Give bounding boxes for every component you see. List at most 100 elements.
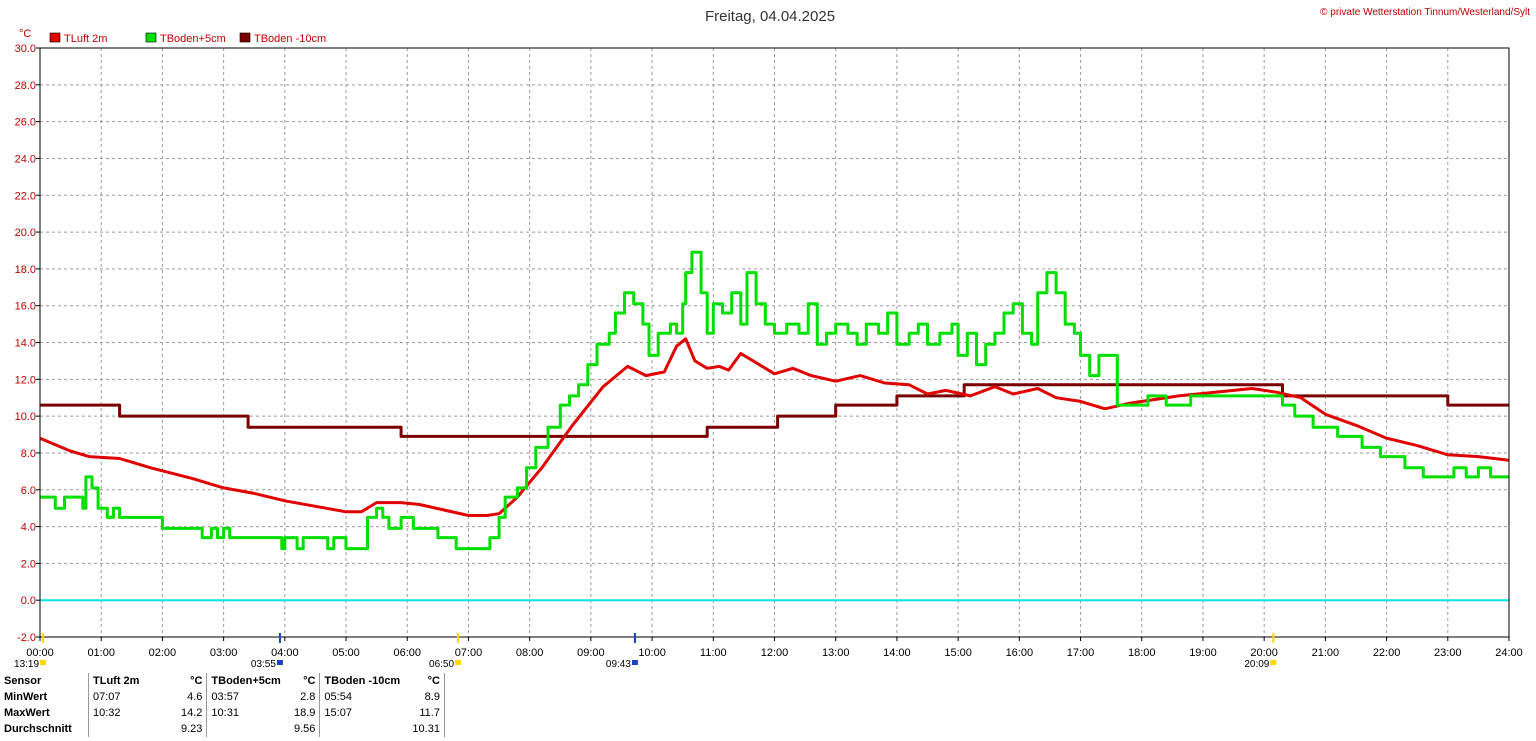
stats-row-label: MinWert xyxy=(0,689,89,705)
stats-cell: 05:54 xyxy=(324,691,352,703)
stats-cell xyxy=(89,721,178,737)
x-tick-label: 11:00 xyxy=(700,647,727,659)
y-tick-label: 24.0 xyxy=(15,153,36,165)
y-axis-unit: °C xyxy=(19,28,31,40)
time-marker-icon xyxy=(40,660,47,665)
x-tick-label: 02:00 xyxy=(149,647,177,659)
stats-header-unit: °C xyxy=(408,673,445,689)
series-line-tboden-10cm xyxy=(40,383,1509,438)
y-tick-label: 8.0 xyxy=(21,448,36,460)
stats-table: Sensor TLuft 2m °C TBoden+5cm °C TBoden … xyxy=(0,673,445,737)
stats-cell: 9.23 xyxy=(177,721,208,737)
time-marker-label: 13:19 xyxy=(14,659,39,670)
y-tick-label: 16.0 xyxy=(15,301,36,313)
x-tick-label: 00:00 xyxy=(26,647,54,659)
y-tick-label: 20.0 xyxy=(15,227,36,239)
x-tick-label: 23:00 xyxy=(1434,647,1462,659)
x-tick-label: 19:00 xyxy=(1189,647,1217,659)
x-tick-label: 01:00 xyxy=(87,647,115,659)
legend-label: TBoden -10cm xyxy=(254,33,326,45)
grid xyxy=(36,47,1510,641)
x-tick-label: 06:00 xyxy=(393,647,421,659)
series-lines xyxy=(39,250,1510,602)
time-markers: 13:19 03:55 06:50 09:43 20:09 xyxy=(14,633,1277,670)
chart-title: Freitag, 04.04.2025 xyxy=(705,8,835,25)
x-tick-label: 15:00 xyxy=(944,647,972,659)
temperature-chart: Freitag, 04.04.2025 © private Wetterstat… xyxy=(14,7,1530,670)
stats-header-sensor: Sensor xyxy=(0,673,89,689)
stats-cell: 4.6 xyxy=(177,689,208,705)
x-tick-label: 05:00 xyxy=(332,647,360,659)
x-tick-label: 16:00 xyxy=(1006,647,1034,659)
x-tick-label: 21:00 xyxy=(1312,647,1340,659)
y-tick-label: 22.0 xyxy=(15,190,36,202)
stats-header-tluft: TLuft 2m xyxy=(93,675,140,687)
x-tick-label: 03:00 xyxy=(210,647,238,659)
y-tick-label: 4.0 xyxy=(21,522,36,534)
stats-header-tboden5: TBoden+5cm xyxy=(211,675,281,687)
x-tick-label: 09:00 xyxy=(577,647,605,659)
y-axis-ticks: 30.0 28.0 26.0 24.0 22.0 20.0 18.0 16.0 14.0 12.0… xyxy=(15,43,36,644)
x-tick-label: 12:00 xyxy=(761,647,789,659)
stats-header-tboden10: TBoden -10cm xyxy=(324,675,401,687)
stats-cell: 11.7 xyxy=(408,705,445,721)
stats-cell: 10:32 xyxy=(93,707,121,719)
legend-label: TLuft 2m xyxy=(64,33,107,45)
series-line-tboden-5cm xyxy=(40,250,1509,551)
y-tick-label: 6.0 xyxy=(21,485,36,497)
stats-cell: 07:07 xyxy=(93,691,121,703)
stats-cell: 18.9 xyxy=(287,705,321,721)
y-tick-label: 14.0 xyxy=(15,338,36,350)
y-tick-label: 0.0 xyxy=(21,595,36,607)
x-tick-label: 04:00 xyxy=(271,647,299,659)
stats-header-row: Sensor TLuft 2m °C TBoden+5cm °C TBoden … xyxy=(0,673,445,689)
x-tick-label: 10:00 xyxy=(638,647,666,659)
x-tick-label: 24:00 xyxy=(1495,647,1523,659)
time-marker-icon xyxy=(1270,660,1277,665)
legend-swatch xyxy=(145,32,157,43)
time-marker-label: 03:55 xyxy=(251,659,276,670)
stats-row-avg: Durchschnitt 9.23 9.56 10.31 xyxy=(0,721,445,737)
x-tick-label: 20:00 xyxy=(1250,647,1278,659)
time-marker-label: 09:43 xyxy=(606,659,631,670)
y-tick-label: -2.0 xyxy=(17,632,36,644)
time-marker-icon xyxy=(631,660,638,665)
legend: TLuft 2m TBoden+5cm TBoden -10cm xyxy=(49,32,326,45)
time-marker-label: 20:09 xyxy=(1244,659,1269,670)
x-axis-ticks: 00:00 01:00 02:00 03:00 04:00 05:00 06:00 07:00… xyxy=(26,647,1523,659)
stats-cell: 2.8 xyxy=(287,689,321,705)
time-marker-label: 06:50 xyxy=(429,659,454,670)
y-tick-label: 26.0 xyxy=(15,117,36,129)
x-tick-label: 07:00 xyxy=(455,647,483,659)
stats-cell: 03:57 xyxy=(211,691,239,703)
y-tick-label: 2.0 xyxy=(21,558,36,570)
stats-row-label: MaxWert xyxy=(0,705,89,721)
legend-swatch xyxy=(49,32,61,43)
y-tick-label: 12.0 xyxy=(15,374,36,386)
stats-cell: 9.56 xyxy=(287,721,321,737)
stats-cell: 8.9 xyxy=(408,689,445,705)
x-tick-label: 14:00 xyxy=(883,647,911,659)
series-line-tluft-2m xyxy=(39,337,1510,517)
stats-cell xyxy=(207,721,288,737)
copyright-label: © private Wetterstation Tinnum/Westerlan… xyxy=(1320,7,1530,18)
stats-cell xyxy=(320,721,409,737)
y-tick-label: 30.0 xyxy=(15,43,36,55)
stats-row-max: MaxWert 10:32 14.2 10:31 18.9 15:07 11.7 xyxy=(0,705,445,721)
stats-cell: 10:31 xyxy=(211,707,239,719)
time-marker-icon xyxy=(455,660,462,665)
stats-cell: 15:07 xyxy=(324,707,352,719)
time-marker-icon xyxy=(276,660,283,665)
stats-header-unit: °C xyxy=(287,673,321,689)
x-tick-label: 18:00 xyxy=(1128,647,1156,659)
stats-cell: 14.2 xyxy=(177,705,208,721)
legend-swatch xyxy=(239,32,251,43)
x-tick-label: 08:00 xyxy=(516,647,544,659)
y-tick-label: 10.0 xyxy=(15,411,36,423)
legend-label: TBoden+5cm xyxy=(160,33,226,45)
x-tick-label: 17:00 xyxy=(1067,647,1095,659)
stats-row-label: Durchschnitt xyxy=(0,721,89,737)
stats-header-unit: °C xyxy=(177,673,208,689)
plot-frame xyxy=(39,47,1510,638)
y-tick-label: 28.0 xyxy=(15,80,36,92)
